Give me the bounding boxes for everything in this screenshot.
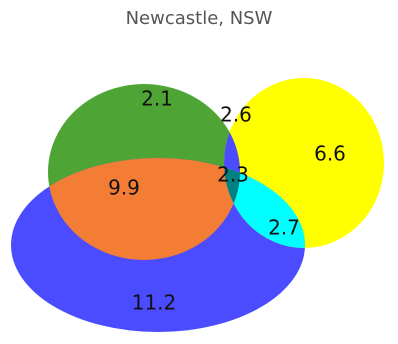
value-label-C: 11.2	[132, 291, 177, 315]
value-label-A-B: 2.6	[220, 103, 252, 127]
value-label-B-C: 2.7	[268, 216, 300, 240]
chart-title: Newcastle, NSW	[125, 8, 273, 29]
value-label-B: 6.6	[314, 142, 346, 166]
value-label-A: 2.1	[141, 87, 173, 111]
region-A-C	[48, 158, 240, 260]
value-label-A-C: 9.9	[108, 176, 140, 200]
value-label-A-B-C: 2.3	[217, 163, 249, 187]
